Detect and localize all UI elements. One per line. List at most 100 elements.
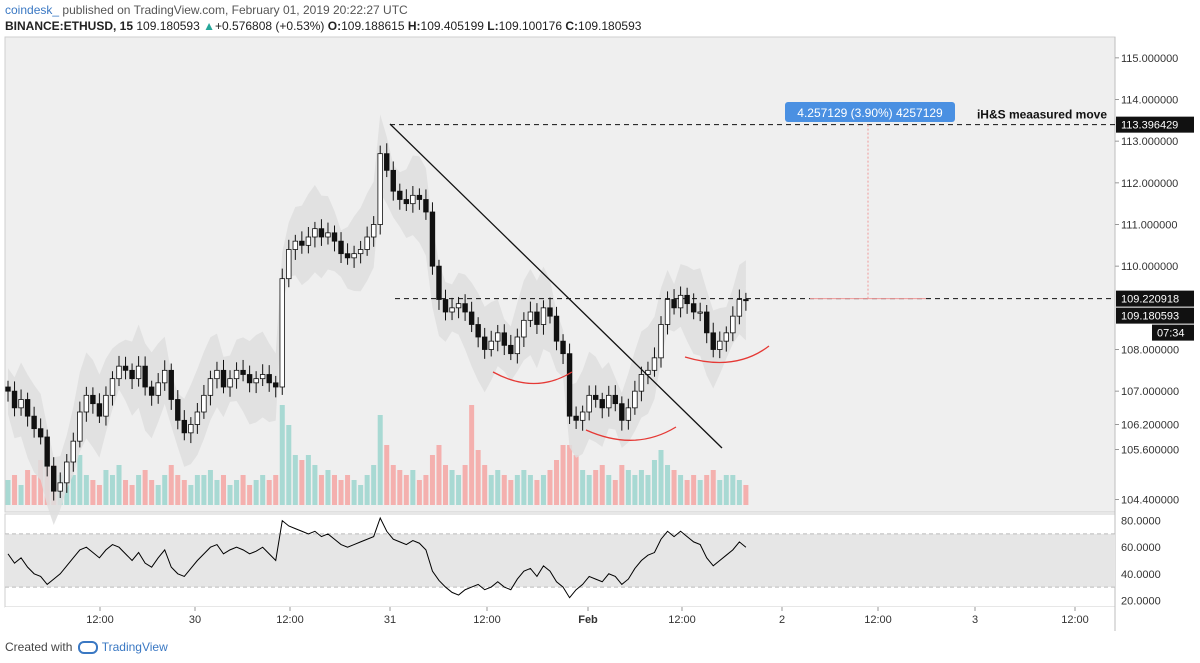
volume-bar [292,455,298,505]
candle-body [612,394,618,405]
candle-body [44,436,50,467]
volume-bar [70,475,76,505]
volume-bar [338,480,344,505]
time-tick-label: 12:00 [1061,614,1089,626]
candle-body [619,403,625,421]
candle-body [573,415,579,421]
candle-body [201,394,207,413]
candle-body [351,253,357,259]
volume-bar [403,475,409,505]
candle-body [273,382,279,388]
volume-bar [90,480,96,505]
price-envelope [8,114,746,526]
time-axis-bg [5,607,1115,631]
candle-body [57,482,63,492]
candle-body [220,369,227,388]
rsi-tick-label: 20.0000 [1121,595,1161,607]
volume-bar [149,480,155,505]
time-tick-label: 30 [189,614,201,626]
candle-body [357,249,364,255]
rsi-band-group [5,533,1115,588]
time-tick-label: 12:00 [276,614,304,626]
volume-bar [501,475,507,505]
candle-body [527,311,534,321]
volume-bar [234,480,240,505]
candle-body [579,411,586,421]
volume-bar [266,480,272,505]
price-change: +0.576808 (+0.53%) [215,19,325,33]
time-tick-label: 12:00 [86,614,114,626]
neckline-label-bg [1116,290,1194,307]
candle-body [730,315,736,334]
low-label: L: [487,19,499,33]
candle-body [370,224,377,238]
volume-bar [279,405,285,505]
volume-bar [103,470,109,505]
volume-bar [560,445,566,505]
candle-body [338,240,344,255]
time-tick-label: 12:00 [668,614,696,626]
left-shoulder-arc [492,371,573,385]
volume-bar [240,475,246,505]
candle-body [534,311,540,325]
volume-bar [658,450,664,505]
time-tick-label: 12:00 [473,614,501,626]
candle-body [318,228,325,238]
author-link[interactable]: coindesk_ [5,3,60,17]
candle-body [508,344,514,355]
price-tick-label: 106.200000 [1121,420,1179,432]
candle-body [292,240,299,250]
volume-bar [377,415,383,505]
candle-body [632,390,638,409]
rsi-band [5,533,1115,588]
neckline-label: 109.220918 [1121,294,1179,306]
candle-body [168,369,174,400]
volume-bar [416,480,422,505]
open-value: 109.188615 [341,19,405,33]
candle-body [671,299,677,309]
candle-body [442,299,449,313]
candle-body [710,332,716,350]
candle-body [240,369,246,375]
volume-bar [286,425,292,505]
high-value: 109.405199 [420,19,484,33]
candle-body [410,194,416,205]
price-tick-label: 110.000000 [1121,261,1178,273]
candle-body [462,303,468,313]
candle-body [540,307,547,325]
up-arrow-icon: ▲ [203,19,215,33]
volume-bar [593,470,599,505]
volume-bar [332,475,337,505]
volume-bar [691,475,697,505]
volume-bar [710,470,716,505]
volume-bar [384,445,390,505]
candle-body [77,411,83,442]
candle-body [246,374,253,384]
tradingview-brand[interactable]: TradingView [101,640,168,654]
volume-bar [410,470,416,505]
candle-body [481,336,488,350]
candle-body [560,340,566,355]
measured-target-label-bg [1116,116,1194,133]
published-text: published on TradingView.com, February 0… [62,3,408,17]
candle-body [299,240,305,246]
volume-bar [253,480,259,505]
trend-line [389,123,723,449]
volume-bar [547,470,553,505]
candle-body [625,407,632,421]
volume-bar [482,465,488,505]
close-value: 109.180593 [578,19,642,33]
candle-body [162,369,168,384]
candle-body [677,294,684,309]
candle-body [416,194,423,200]
volume-bar [142,470,148,505]
candle-body [684,294,690,305]
volume-bar [155,485,161,505]
volume-bar [625,470,631,505]
drawings[interactable]: 4.257129 (3.90%) 4257129 iH&S meaasured m… [389,102,1115,449]
volume-bar [573,455,579,505]
candle-body [344,253,351,259]
volume-bar [397,470,403,505]
candle-body [279,278,285,388]
